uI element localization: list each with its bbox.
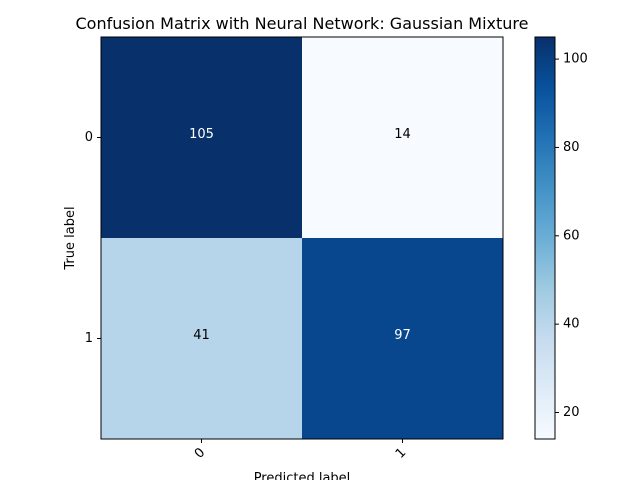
colorbar-tick-label: 20 <box>563 405 580 420</box>
y-axis: 01 <box>85 130 101 346</box>
y-axis-label: True label <box>63 206 78 270</box>
colorbar-tick-label: 100 <box>563 52 588 67</box>
x-tick-label: 1 <box>393 445 409 461</box>
heatmap-cell <box>302 238 503 439</box>
heatmap-cells: 105 14 41 97 <box>101 37 503 439</box>
heatmap-cell <box>302 37 503 238</box>
cell-value-label: 14 <box>394 127 411 142</box>
colorbar-tick-label: 80 <box>563 140 580 155</box>
colorbar-ticks: 20 40 60 80 100 <box>555 52 588 420</box>
cell-value-label: 97 <box>394 328 411 343</box>
heatmap-cell <box>101 37 302 238</box>
colorbar-tick-label: 40 <box>563 317 580 332</box>
colorbar <box>534 36 556 440</box>
heatmap-cell <box>101 238 302 439</box>
y-tick-label: 0 <box>85 130 93 145</box>
cell-value-label: 105 <box>189 127 214 142</box>
y-tick-label: 1 <box>85 331 93 346</box>
colorbar-tick-label: 60 <box>563 228 580 243</box>
matrix-frame <box>100 36 504 440</box>
x-axis-label: Predicted label <box>254 471 351 480</box>
x-tick-label: 0 <box>192 445 208 461</box>
chart-title: Confusion Matrix with Neural Network: Ga… <box>75 14 528 33</box>
cell-value-label: 41 <box>193 328 210 343</box>
